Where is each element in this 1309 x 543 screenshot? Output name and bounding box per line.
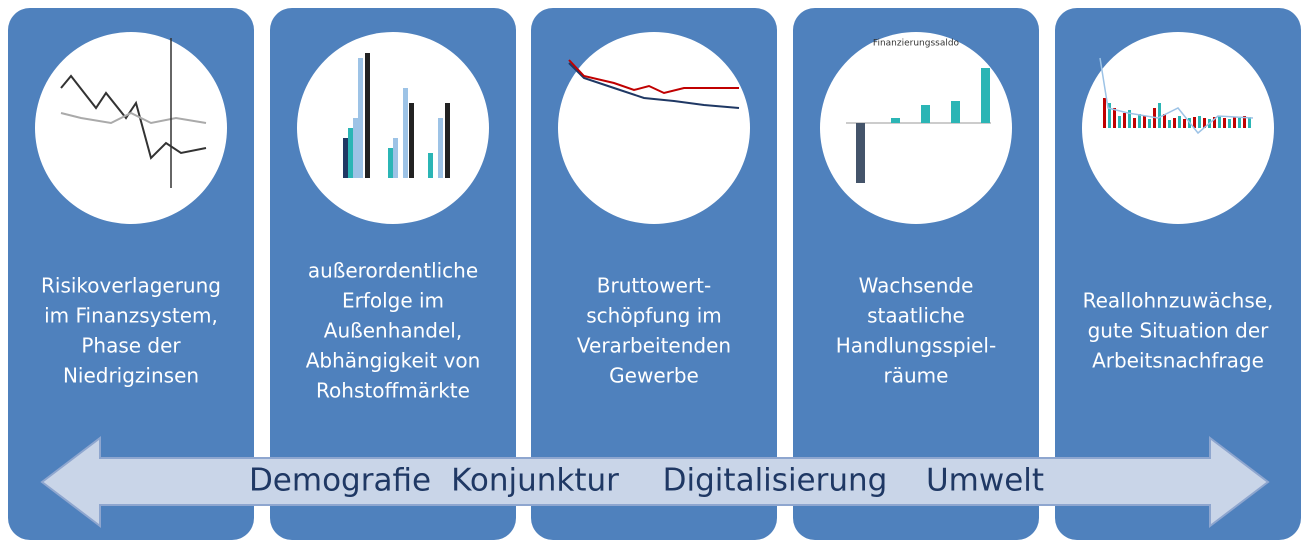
thumb-bar [358,58,363,178]
thumb-line [60,111,207,125]
thumb-bar [365,53,370,178]
thumbnail-chart [60,38,207,188]
thumb-bar [353,118,358,178]
thumb-bar [1128,110,1131,128]
thumb-bar [403,88,408,178]
thumbnail-chart [343,53,450,178]
thumb-bar [1173,118,1176,128]
thumb-bar [1198,116,1201,128]
panel-label: gute Situation der [1088,319,1270,343]
arrow-word: Umwelt [926,463,1044,499]
thumbnail-chart [1099,57,1254,135]
thumb-bar [856,123,865,183]
thumb-line [568,62,740,109]
thumb-bar [1213,117,1216,128]
thumb-bar [438,118,443,178]
thumb-bar [1243,116,1246,128]
thumbnail-circle [558,32,750,224]
thumbnail-circle [820,32,1012,224]
panel-label: außerordentliche [308,259,478,283]
thumb-bar [1193,117,1196,128]
panel-label: staatliche [867,304,965,328]
thumb-bar [1168,120,1171,128]
panel-label: Bruttowert- [597,274,711,298]
thumb-bar [1228,119,1231,128]
panel-label: Arbeitsnachfrage [1092,349,1264,373]
thumb-bar [428,153,433,178]
arrow-word: Demografie [249,463,431,499]
thumb-bar [1133,118,1136,128]
thumb-line [568,59,739,95]
thumb-bar [1158,103,1161,128]
thumb-bar [1223,118,1226,128]
thumb-title: Finanzierungssaldo [873,39,960,49]
panel-label: Gewerbe [609,364,699,388]
thumb-bar [1113,108,1116,128]
thumb-line [60,74,207,160]
thumb-bar [1138,114,1141,128]
thumb-bar [393,138,398,178]
panel-label: Verarbeitenden [577,334,731,358]
thumb-bar [951,101,960,123]
thumb-bar [348,128,353,178]
thumb-bar [1123,113,1126,128]
panel-label: Risikoverlagerung [41,274,221,298]
panel-label: Niedrigzinsen [63,364,199,388]
panel-label: räume [884,364,949,388]
panel-label: Phase der [81,334,181,358]
arrow-word: Digitalisierung [663,463,888,499]
thumb-bar [1248,117,1251,128]
panel-label: Wachsende [859,274,974,298]
thumb-bar [409,103,414,178]
thumb-bar [1108,103,1111,128]
thumb-bar [1163,114,1166,128]
thumb-bar [388,148,393,178]
panel-label: Abhängigkeit von [306,349,481,373]
thumb-bar [1118,116,1121,128]
panel-label: schöpfung im [586,304,722,328]
panel-label: Erfolge im [342,289,444,313]
panel-label: Reallohnzuwächse, [1083,289,1274,313]
thumb-bar [921,105,930,123]
thumb-bar [981,68,990,123]
panel-label: Außenhandel, [324,319,462,343]
thumb-bar [1233,117,1236,128]
panel-label: Handlungsspiel- [836,334,996,358]
thumb-bar [1148,119,1151,128]
thumb-bar [1218,116,1221,128]
double-arrow [40,435,1270,529]
thumbnail-circle [297,32,489,224]
thumb-bar [343,138,348,178]
thumb-bar [1178,116,1181,128]
thumbnail-chart: Finanzierungssaldo [846,39,991,183]
thumb-bar [1203,118,1206,128]
thumb-bar [1238,118,1241,128]
panel-label: Rohstoffmärkte [316,379,470,403]
thumb-bar [445,103,450,178]
panel-label: im Finanzsystem, [44,304,218,328]
arrow-word: Konjunktur [451,463,619,499]
thumb-bar [1183,119,1186,128]
thumbnail-circle [35,32,227,224]
thumb-bar [1103,98,1106,128]
thumb-bar [891,118,900,123]
thumbnail-chart [568,59,740,109]
thumb-bar [1143,116,1146,128]
thumb-line [1099,57,1254,135]
